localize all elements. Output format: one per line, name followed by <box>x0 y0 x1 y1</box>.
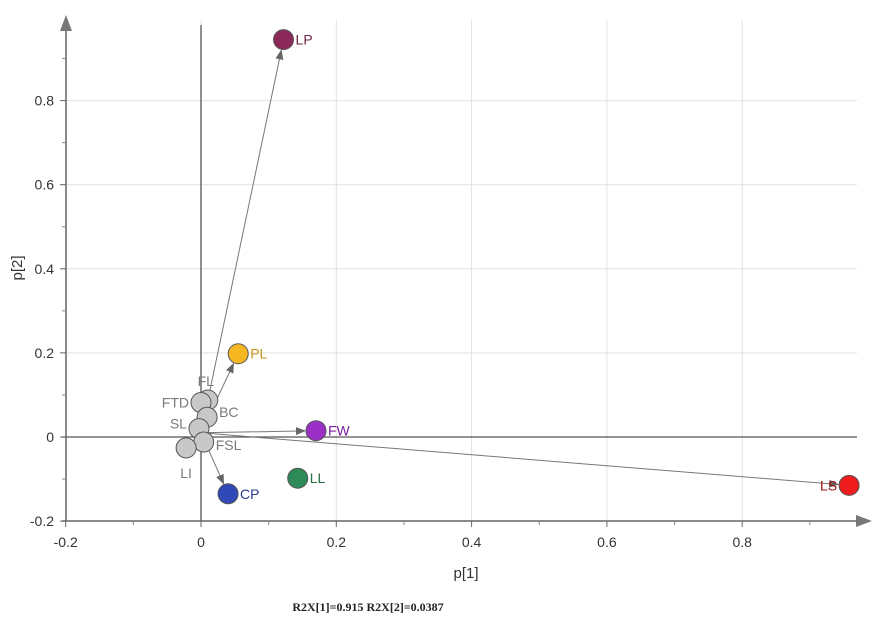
point-label-cp: CP <box>240 486 259 502</box>
point-label-fsl: FSL <box>216 437 242 453</box>
y-axis-label: p[2] <box>9 255 26 280</box>
point-ls <box>838 474 860 496</box>
point-fsl <box>193 431 215 453</box>
point-label-pl: PL <box>250 346 267 362</box>
point-label-ls: LS <box>820 477 837 493</box>
x-tick-label: 0.6 <box>597 534 617 550</box>
point-ll <box>287 467 309 489</box>
point-label-li: LI <box>180 465 192 481</box>
scatter-chart: -0.2 0 0.2 0.4 0.6 0.8 -0.2 0 0.2 0.4 0.6 0.8 LP PL F… <box>9 15 872 582</box>
y-axis-arrow-icon <box>60 15 72 31</box>
arrow-fw <box>200 427 307 436</box>
point-pl <box>227 343 249 365</box>
point-li <box>175 437 197 459</box>
point-labels: LP PL FL FTD BC SL FSL LI FW LL CP LS <box>162 32 837 502</box>
arrow-lp <box>200 49 284 433</box>
point-label-ftd: FTD <box>162 395 189 411</box>
point-label-sl: SL <box>170 416 187 432</box>
x-tick-label: 0 <box>197 534 205 550</box>
point-label-fw: FW <box>328 423 351 439</box>
y-tick-label: 0 <box>46 429 54 445</box>
y-tick-label: 0.2 <box>35 345 55 361</box>
y-tick-label: -0.2 <box>30 513 54 529</box>
y-tick-label: 0.4 <box>35 261 55 277</box>
x-tick-label: 0.2 <box>327 534 347 550</box>
tick-labels: -0.2 0 0.2 0.4 0.6 0.8 -0.2 0 0.2 0.4 0.6 0.8 <box>30 93 752 550</box>
r2x-footer: R2X[1]=0.915 R2X[2]=0.0387 <box>292 600 444 614</box>
x-axis-label: p[1] <box>453 565 478 582</box>
point-cp <box>217 483 239 505</box>
data-points <box>175 29 860 505</box>
point-label-fl: FL <box>198 373 215 389</box>
arrow-ls <box>200 432 840 488</box>
point-fw <box>305 420 327 442</box>
x-tick-label: -0.2 <box>54 534 78 550</box>
point-label-ll: LL <box>310 470 326 486</box>
point-label-bc: BC <box>219 404 238 420</box>
y-tick-label: 0.6 <box>35 177 55 193</box>
point-lp <box>273 29 295 51</box>
point-label-lp: LP <box>296 32 313 48</box>
x-tick-label: 0.8 <box>732 534 752 550</box>
y-tick-label: 0.8 <box>35 93 55 109</box>
x-axis-arrow-icon <box>856 515 872 527</box>
x-tick-label: 0.4 <box>462 534 482 550</box>
